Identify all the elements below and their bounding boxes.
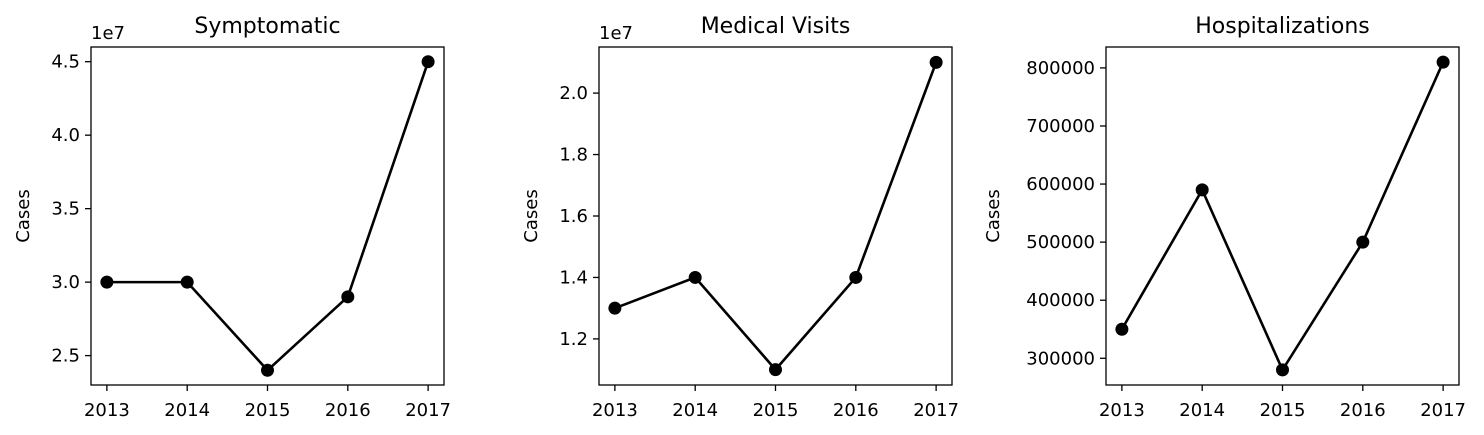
data-point	[1276, 363, 1289, 377]
y-tick-label: 4.5	[51, 52, 80, 73]
y-tick-label: 2.5	[51, 346, 80, 367]
x-tick-label: 2015	[1260, 400, 1306, 421]
y-tick-label: 1.6	[559, 206, 588, 227]
chart-panel-1: 2013 2014 2015 2016 2017 2.5 3.0 3.5 4.0 4.5 1e7 Sy…	[13, 14, 451, 421]
chart-title: Medical Visits	[701, 14, 851, 39]
y-axis-offset-label: 1e7	[599, 23, 633, 44]
data-point	[1115, 322, 1129, 336]
y-tick-label: 4.0	[51, 125, 80, 146]
y-tick-label: 700000	[1026, 116, 1095, 137]
x-tick-label: 2015	[753, 400, 799, 421]
y-tick-label: 500000	[1026, 232, 1095, 253]
chart-panel-2: 2013 2014 2015 2016 2017 1.2 1.4 1.6 1.8 2.0 1e7 Me…	[521, 14, 959, 421]
series-line	[106, 61, 430, 373]
y-axis-label: Cases	[521, 189, 542, 242]
y-axis-offset-label: 1e7	[91, 23, 125, 44]
data-point	[341, 290, 355, 304]
x-tick-label: 2016	[833, 400, 879, 421]
y-tick-label: 1.4	[559, 267, 588, 288]
data-point	[849, 270, 863, 284]
plot-frame	[598, 46, 953, 386]
y-tick-label: 800000	[1026, 58, 1095, 79]
data-point	[608, 301, 622, 315]
chart-title: Hospitalizations	[1195, 14, 1370, 39]
y-tick-label: 3.5	[51, 199, 80, 220]
data-point	[1356, 235, 1370, 249]
y-tick-label: 600000	[1026, 174, 1095, 195]
x-tick-label: 2017	[405, 400, 451, 421]
y-tick-label: 400000	[1026, 290, 1095, 311]
x-tick-label: 2014	[672, 400, 718, 421]
y-tick-label: 2.0	[559, 83, 588, 104]
data-point	[769, 363, 782, 377]
y-axis-label: Cases	[983, 189, 1004, 242]
series-line	[614, 61, 938, 372]
x-tick-label: 2016	[325, 400, 371, 421]
x-tick-label: 2013	[84, 400, 130, 421]
data-point	[688, 270, 702, 284]
y-tick-label: 1.2	[559, 329, 588, 350]
data-point	[1195, 183, 1209, 197]
series-line	[1120, 61, 1445, 373]
chart-title: Symptomatic	[194, 14, 340, 39]
data-point	[261, 363, 274, 377]
x-tick-label: 2014	[164, 400, 210, 421]
data-point	[180, 275, 194, 289]
x-tick-label: 2013	[592, 400, 638, 421]
x-tick-label: 2013	[1099, 400, 1145, 421]
y-tick-label: 3.0	[51, 272, 80, 293]
plot-frame	[90, 46, 445, 386]
data-point	[100, 275, 114, 289]
data-point	[929, 55, 943, 69]
x-tick-label: 2014	[1179, 400, 1225, 421]
x-tick-label: 2015	[245, 400, 291, 421]
x-tick-label: 2016	[1340, 400, 1386, 421]
x-tick-label: 2017	[913, 400, 959, 421]
y-axis-label: Cases	[13, 189, 34, 242]
y-tick-label: 1.8	[559, 145, 588, 166]
data-point	[421, 55, 435, 69]
x-tick-label: 2017	[1420, 400, 1466, 421]
data-point	[1436, 55, 1450, 69]
chart-panel-3: 2013 2014 2015 2016 2017 300000 400000 500000 60…	[983, 14, 1466, 421]
y-tick-label: 300000	[1026, 348, 1095, 369]
plot-frame	[1105, 46, 1460, 386]
